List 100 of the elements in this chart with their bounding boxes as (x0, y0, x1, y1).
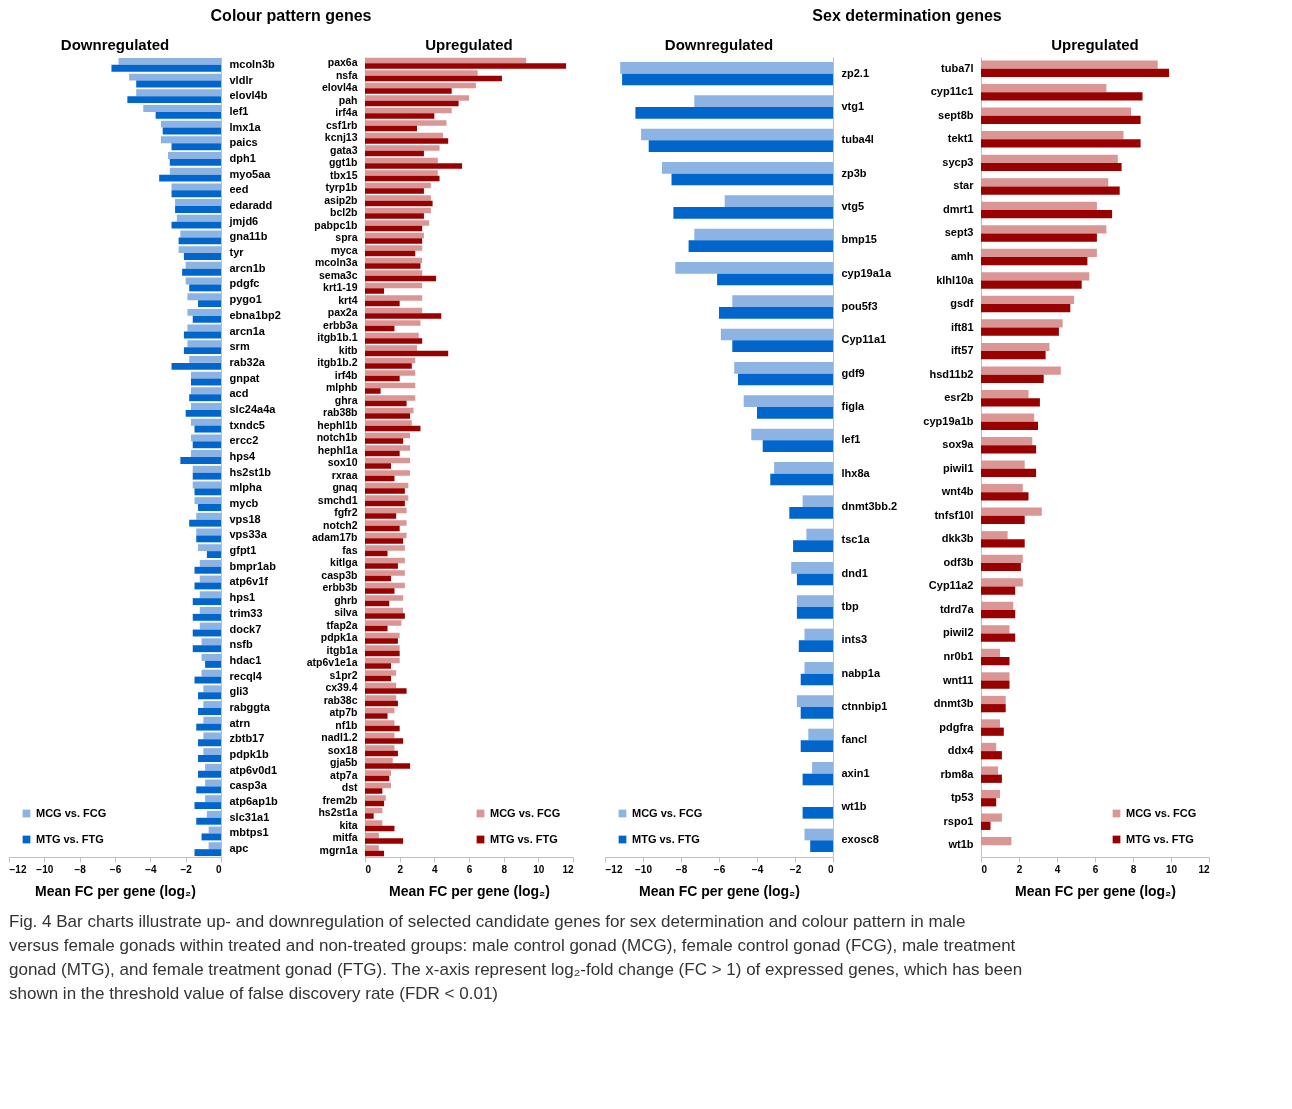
x-tick-label: 6 (1092, 863, 1099, 875)
bar (365, 382, 416, 389)
y-tick-label: ddx4 (947, 744, 975, 757)
y-tick-label: hs2st1a (318, 806, 358, 819)
y-tick-label: myca (330, 243, 358, 256)
y-tick-label: rbm8a (940, 767, 975, 780)
y-tick-label: tuba7l (941, 61, 974, 74)
y-tick-label: zp3b (841, 166, 867, 179)
y-tick-label: rab38c (323, 693, 358, 706)
bar (365, 788, 383, 794)
y-tick-label: dock7 (229, 622, 262, 635)
bar (365, 470, 411, 476)
bar (365, 182, 431, 189)
bar (365, 800, 385, 807)
bar (981, 445, 1037, 454)
bar (365, 682, 397, 689)
y-tick-label: notch2 (323, 518, 358, 531)
bar (365, 245, 423, 251)
bar (981, 625, 1010, 634)
y-tick-label: spra (335, 231, 358, 244)
y-tick-label: slc24a4a (229, 402, 277, 415)
y-tick-label: ebna1bp2 (229, 308, 281, 321)
bar (365, 582, 405, 589)
x-tick-label: 0 (215, 863, 222, 875)
bar (365, 213, 424, 219)
bar (981, 672, 1010, 681)
bar (365, 570, 405, 576)
y-tick-label: amh (950, 250, 974, 262)
bar (365, 145, 440, 151)
y-tick-label: edaradd (229, 199, 273, 212)
bar (365, 463, 391, 469)
y-tick-label: dmrt1 (942, 202, 974, 215)
y-tick-label: hephl1a (317, 443, 358, 456)
y-tick-label: cx39.4 (325, 681, 358, 694)
bar (981, 468, 1037, 477)
x-tick-label: 12 (562, 863, 574, 875)
x-tick-label: −12 (605, 863, 623, 875)
y-tick-label: rspo1 (943, 814, 974, 827)
x-tick-label: 6 (466, 863, 473, 875)
bar (981, 295, 1075, 305)
bar (365, 238, 423, 244)
y-tick-label: nadl1.2 (321, 731, 358, 744)
y-tick-label: wnt4b (940, 485, 974, 498)
y-tick-label: fancl (841, 733, 868, 746)
x-axis-title: Mean FC per gene (log₂) (388, 882, 551, 899)
y-tick-label: ggt1b (328, 156, 358, 169)
bar (981, 162, 1122, 172)
bar (365, 695, 397, 701)
x-tick-label: 0 (981, 863, 988, 875)
bar (365, 195, 431, 201)
y-tick-label: fas (342, 543, 358, 556)
bar (981, 398, 1040, 407)
y-tick-label: ift57 (950, 344, 974, 357)
y-tick-label: vps33a (229, 528, 268, 541)
y-tick-label: hdac1 (229, 653, 262, 666)
y-tick-label: tfap2a (326, 618, 358, 631)
y-tick-label: tekt1 (947, 132, 974, 145)
y-tick-label: slc31a1 (229, 810, 270, 823)
x-tick-label: −4 (145, 863, 157, 875)
x-tick-label: 2 (1016, 863, 1023, 875)
y-tick-label: esr2b (944, 391, 974, 404)
y-tick-label: axin1 (841, 766, 870, 779)
y-tick-label: ercc2 (229, 434, 259, 447)
bar (365, 320, 421, 326)
y-tick-label: ints3 (841, 633, 868, 646)
bar (365, 475, 395, 482)
y-tick-label: rxraa (331, 468, 358, 481)
bar (981, 578, 1023, 587)
bar (365, 413, 411, 419)
y-tick-label: Cyp11a1 (841, 333, 887, 346)
y-tick-label: hsd11b2 (929, 367, 974, 380)
y-tick-label: paics (229, 136, 258, 149)
bar (365, 675, 391, 682)
legend-label: MTG vs. FTG (36, 832, 104, 845)
y-tick-label: dkk3b (941, 532, 974, 545)
bar (365, 57, 527, 64)
bar (365, 700, 398, 707)
bar (365, 282, 423, 289)
bar (365, 332, 419, 339)
bar (981, 704, 1006, 713)
bar (365, 688, 407, 694)
bar (981, 837, 1012, 846)
y-tick-label: rab38b (323, 406, 358, 419)
bar (365, 770, 391, 776)
y-tick-label: sox18 (327, 743, 358, 756)
bar (365, 825, 395, 832)
y-tick-label: gna11b (229, 230, 268, 243)
bar (365, 632, 400, 639)
x-tick-label: 2 (397, 863, 404, 875)
y-tick-label: dph1 (229, 151, 256, 164)
x-tick-label: −8 (74, 863, 87, 875)
bar (981, 304, 1071, 313)
x-tick-label: −6 (713, 863, 726, 875)
bar (981, 115, 1141, 125)
x-tick-label: 4 (1054, 863, 1061, 875)
y-tick-label: trim33 (229, 606, 263, 619)
bar (365, 713, 388, 719)
y-tick-label: nabp1a (841, 666, 881, 679)
bar (365, 763, 411, 769)
y-tick-label: tyr (229, 246, 245, 259)
